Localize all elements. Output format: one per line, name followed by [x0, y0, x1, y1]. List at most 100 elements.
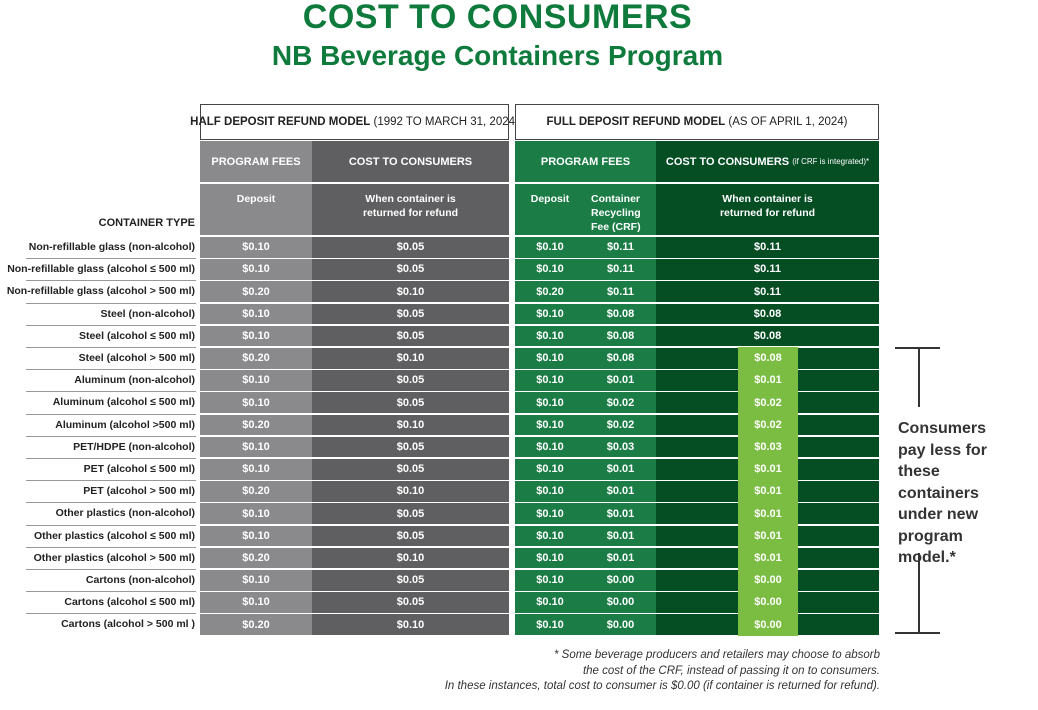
row-divider	[26, 324, 196, 326]
full-deposit-cell: $0.10	[515, 503, 585, 524]
row-label: Steel (alcohol > 500 ml)	[78, 352, 195, 364]
half-deposit-cell: $0.10	[200, 525, 312, 547]
full-deposit-cell: $0.10	[515, 414, 585, 436]
row-label: Aluminum (non-alcohol)	[74, 374, 195, 387]
full-crf-cell: $0.01	[585, 370, 656, 391]
half-cost-cell: $0.05	[312, 459, 509, 480]
highlight-cell: $0.03	[738, 435, 798, 459]
row-label: Other plastics (alcohol ≤ 500 ml)	[34, 529, 195, 542]
half-model-label: HALF DEPOSIT REFUND MODEL	[190, 116, 371, 128]
highlight-cell: $0.01	[738, 480, 798, 503]
row-label: Aluminum (alcohol >500 ml)	[55, 418, 195, 431]
half-deposit-cell: $0.20	[200, 481, 312, 502]
half-deposit-cell: $0.20	[200, 281, 312, 302]
full-cost-cell: $0.00	[656, 569, 879, 592]
highlight-cell: $0.00	[738, 591, 798, 614]
half-cost-cell: $0.05	[312, 436, 509, 458]
page-subtitle: NB Beverage Containers Program	[271, 40, 724, 71]
half-deposit-cell: $0.10	[200, 592, 312, 613]
full-cost-cell: $0.01	[656, 369, 879, 392]
half-cost-cell: $0.10	[312, 547, 509, 569]
row-divider	[26, 591, 196, 593]
half-cost-cell: $0.05	[312, 592, 509, 613]
highlight-cell: $0.01	[738, 458, 798, 481]
row-label: PET (alcohol ≤ 500 ml)	[83, 463, 195, 475]
highlight-cell: $0.00	[738, 569, 798, 592]
full-crf-cell: $0.01	[585, 525, 656, 547]
row-divider	[26, 413, 196, 415]
bracket-bottom	[895, 632, 940, 634]
row-divider	[26, 347, 196, 348]
full-cost-cell: $0.00	[656, 591, 879, 614]
row-divider	[26, 524, 196, 526]
half-program-fees-header: PROGRAM FEES	[200, 141, 312, 182]
full-cost-note: (if CRF is integrated)*	[792, 157, 870, 166]
half-cost-cell: $0.05	[312, 325, 509, 347]
full-cost-cell: $0.08	[656, 347, 879, 370]
full-deposit-cell: $0.10	[515, 459, 585, 480]
full-deposit-cell: $0.10	[515, 547, 585, 569]
row-divider	[26, 258, 196, 260]
full-when-returned-header: When container is returned for refund	[656, 184, 879, 235]
half-cost-cell: $0.10	[312, 481, 509, 502]
row-label: Non-refillable glass (non-alcohol)	[28, 241, 195, 253]
half-deposit-header: Deposit	[200, 184, 312, 235]
highlight-cell: $0.08	[738, 347, 798, 370]
footnote-line: the cost of the CRF, instead of passing …	[582, 664, 880, 677]
row-label: Steel (non-alcohol)	[100, 307, 196, 320]
half-deposit-cell: $0.10	[200, 325, 312, 347]
full-crf-cell: $0.03	[585, 436, 656, 458]
row-label: Other plastics (alcohol > 500 ml)	[33, 551, 195, 564]
full-cost-cell: $0.01	[656, 546, 879, 570]
full-crf-cell: $0.08	[585, 325, 656, 347]
half-cost-cell: $0.05	[312, 259, 509, 280]
full-crf-cell: $0.01	[585, 503, 656, 524]
half-deposit-cell: $0.10	[200, 503, 312, 524]
full-crf-cell: $0.01	[585, 481, 656, 502]
highlight-cell: $0.01	[738, 546, 798, 570]
row-label: PET/HDPE (non-alcohol)	[73, 440, 195, 453]
half-deposit-cell: $0.10	[200, 370, 312, 391]
half-deposit-cell: $0.10	[200, 392, 312, 413]
row-divider	[26, 546, 196, 548]
full-deposit-header: Deposit	[515, 184, 585, 235]
full-cost-cell: $0.01	[656, 524, 879, 548]
half-when-returned-header: When container is returned for refund	[312, 184, 509, 235]
row-divider	[26, 480, 196, 482]
full-deposit-cell: $0.10	[515, 303, 585, 325]
half-model-period: (1992 TO MARCH 31, 2024)	[373, 116, 519, 128]
row-divider	[26, 569, 196, 570]
half-cost-header: COST TO CONSUMERS	[312, 141, 509, 182]
callout-note: Consumers pay less for these containers …	[898, 420, 987, 566]
full-cost-header: COST TO CONSUMERS (if CRF is integrated)…	[656, 141, 879, 182]
full-cost-cell: $0.01	[656, 502, 879, 525]
half-cost-cell: $0.05	[312, 525, 509, 547]
half-deposit-cell: $0.20	[200, 614, 312, 635]
footnote: * Some beverage producers and retailers …	[445, 648, 880, 695]
half-deposit-cell: $0.20	[200, 348, 312, 369]
full-crf-cell: $0.08	[585, 348, 656, 369]
full-cost-cell: $0.08	[656, 325, 879, 347]
row-label: Aluminum (alcohol ≤ 500 ml)	[52, 396, 195, 409]
bracket-line	[918, 553, 920, 633]
full-crf-cell: $0.08	[585, 303, 656, 325]
full-deposit-cell: $0.10	[515, 370, 585, 391]
half-cost-cell: $0.05	[312, 370, 509, 391]
row-divider	[26, 502, 196, 504]
footnote-line: In these instances, total cost to consum…	[444, 680, 880, 692]
full-cost-cell: $0.11	[656, 237, 879, 258]
highlight-cell: $0.00	[738, 613, 798, 636]
half-cost-cell: $0.05	[312, 303, 509, 325]
row-divider	[26, 280, 196, 282]
half-cost-cell: $0.10	[312, 414, 509, 436]
half-deposit-cell: $0.20	[200, 547, 312, 569]
footnote-line: * Some beverage producers and retailers …	[553, 649, 880, 661]
full-model-label: FULL DEPOSIT REFUND MODEL	[546, 116, 726, 128]
full-cost-cell: $0.08	[656, 303, 879, 325]
row-label: Cartons (alcohol > 500 ml )	[61, 618, 195, 631]
half-deposit-cell: $0.10	[200, 237, 312, 258]
half-deposit-cell: $0.10	[200, 459, 312, 480]
full-deposit-cell: $0.10	[515, 348, 585, 369]
row-divider	[26, 613, 196, 615]
full-deposit-cell: $0.10	[515, 481, 585, 502]
